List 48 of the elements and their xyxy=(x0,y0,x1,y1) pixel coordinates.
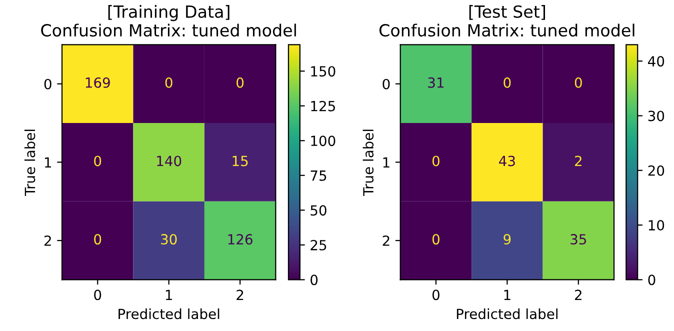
data-label: 140 xyxy=(157,156,182,166)
color-bar-label: 75 xyxy=(310,170,326,181)
data-label: 169 xyxy=(86,77,110,88)
data-label: 9 xyxy=(504,234,511,245)
data-label: 43 xyxy=(499,156,515,166)
color-bar-label: 40 xyxy=(648,56,664,67)
y-axis-title: True label xyxy=(362,130,374,196)
x-axis-title: Predicted label xyxy=(456,308,558,320)
y-axis-title: True label xyxy=(24,130,36,196)
y-tick-label: 2 xyxy=(44,235,51,246)
x-tick-label: 1 xyxy=(166,290,172,300)
data-label: 31 xyxy=(428,77,444,88)
y-tick-label: 1 xyxy=(383,157,390,168)
color-bar-label: 30 xyxy=(648,110,664,122)
chart-title: [Training Data] Confusion Matrix: tuned model xyxy=(41,5,296,37)
color-bar-label: 100 xyxy=(311,136,336,146)
x-tick-label: 2 xyxy=(236,290,244,300)
data-label: 126 xyxy=(228,234,252,245)
data-label: 0 xyxy=(236,77,244,88)
data-label: 35 xyxy=(570,234,586,245)
data-label: 30 xyxy=(161,234,177,245)
y-tick-label: 0 xyxy=(382,78,390,90)
data-label: 0 xyxy=(574,77,582,88)
data-label: 0 xyxy=(504,77,511,88)
x-axis-title: Predicted label xyxy=(118,308,220,320)
color-bar-label: 0 xyxy=(310,274,318,286)
color-bar-label: 20 xyxy=(648,165,664,176)
data-label: 15 xyxy=(232,156,248,166)
y-tick-label: 0 xyxy=(44,78,52,90)
data-label: 0 xyxy=(94,156,102,166)
color-bar-label: 25 xyxy=(310,240,326,250)
y-tick-label: 2 xyxy=(382,235,390,246)
data-label: 0 xyxy=(432,156,440,166)
chart-title: [Test Set] Confusion Matrix: tuned model xyxy=(379,5,634,37)
data-label: 2 xyxy=(575,156,582,166)
color-bar-label: 10 xyxy=(648,220,664,231)
data-label: 0 xyxy=(432,234,440,245)
color-bar-label: 0 xyxy=(648,274,656,286)
x-tick-label: 2 xyxy=(575,290,582,300)
x-tick-label: 1 xyxy=(504,290,510,300)
x-tick-label: 0 xyxy=(432,290,440,300)
x-tick-label: 0 xyxy=(94,290,102,300)
y-tick-label: 1 xyxy=(44,157,52,168)
data-label: 0 xyxy=(94,234,102,245)
data-label: 0 xyxy=(165,77,172,88)
color-bar-label: 50 xyxy=(310,205,326,216)
color-bar-label: 150 xyxy=(311,66,336,77)
color-bar-label: 125 xyxy=(311,100,335,112)
